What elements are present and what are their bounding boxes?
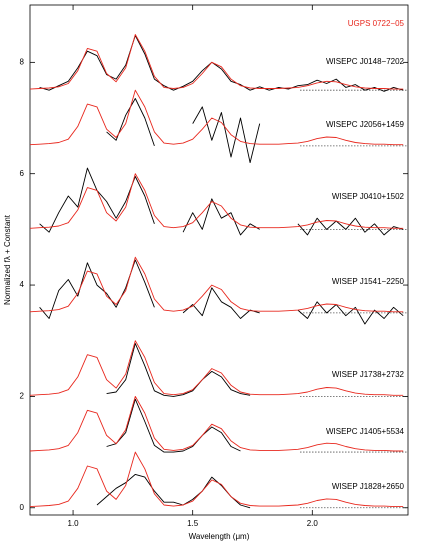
y-axis-label: Normalized fλ + Constant bbox=[3, 214, 12, 305]
y-tick-label: 8 bbox=[20, 57, 25, 66]
model-line bbox=[29, 89, 404, 146]
spectrum-line bbox=[106, 343, 251, 397]
model-line bbox=[29, 395, 404, 452]
spectrum-line bbox=[106, 98, 261, 164]
model-line bbox=[29, 451, 404, 508]
x-axis-label: Wavelength (μm) bbox=[189, 532, 250, 541]
model-line bbox=[29, 173, 404, 229]
spectrum-line bbox=[39, 35, 404, 92]
model-line bbox=[29, 34, 404, 90]
series-label: WISEP J1828+2650 bbox=[332, 482, 405, 491]
series-label: WISEP J1541−2250 bbox=[332, 277, 405, 286]
x-tick-label: 1.0 bbox=[68, 519, 80, 528]
x-tick-label: 1.5 bbox=[187, 519, 199, 528]
y-tick-label: 0 bbox=[20, 503, 25, 512]
series-label: WISEPC J1405+5534 bbox=[326, 427, 405, 436]
series-label: WISEP J1738+2732 bbox=[332, 370, 405, 379]
model-line bbox=[29, 340, 404, 396]
y-tick-label: 6 bbox=[20, 169, 25, 178]
spectrum-line bbox=[106, 398, 241, 453]
x-tick-label: 2.0 bbox=[307, 519, 319, 528]
y-tick-label: 2 bbox=[20, 392, 25, 401]
model-label: UGPS 0722−05 bbox=[348, 19, 405, 28]
y-tick-label: 4 bbox=[20, 280, 25, 289]
series-label: WISEP J0410+1502 bbox=[332, 192, 405, 201]
model-line bbox=[29, 256, 404, 313]
spectrum-line bbox=[39, 259, 404, 325]
series-label: WISEPC J2056+1459 bbox=[326, 120, 405, 129]
spectrum-line bbox=[96, 473, 251, 509]
series-label: WISEPC J0148−7202 bbox=[326, 57, 405, 66]
plot-frame bbox=[29, 4, 409, 516]
